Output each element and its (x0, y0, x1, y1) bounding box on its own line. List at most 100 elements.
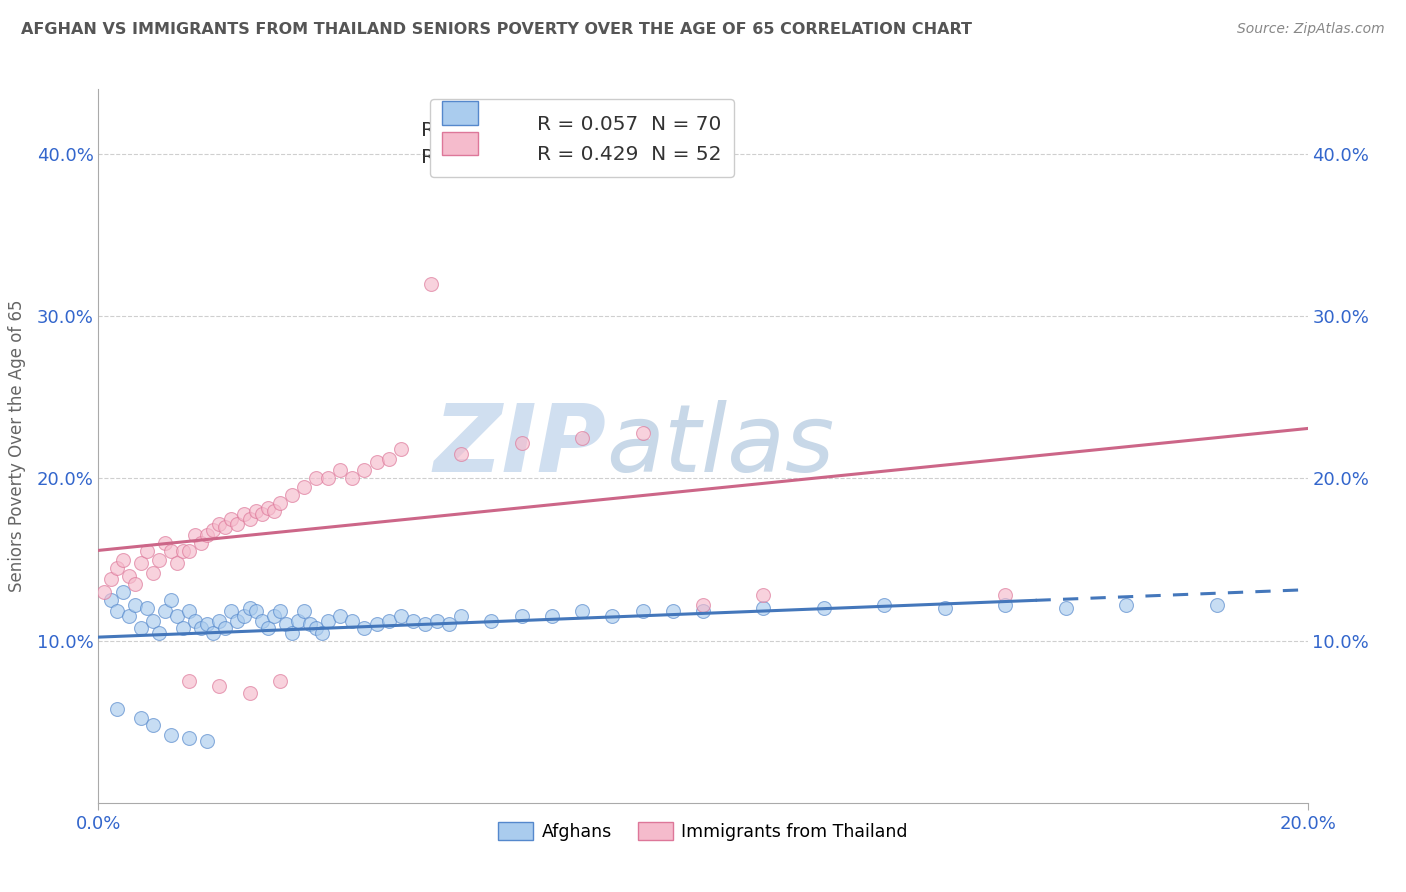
Point (316, 471, 339, 485)
Point (124, 598, 146, 612)
Point (873, 598, 896, 612)
Point (437, 617, 460, 632)
Point (172, 544, 194, 558)
Point (221, 512, 243, 526)
Point (752, 601, 775, 615)
Text: 0.429: 0.429 (467, 148, 530, 168)
Point (179, 674, 201, 689)
Point (813, 601, 835, 615)
Text: 0.057: 0.057 (467, 121, 530, 140)
Point (1206, 598, 1229, 612)
Point (402, 614, 425, 628)
Point (184, 614, 207, 628)
Point (111, 552, 134, 566)
Point (994, 598, 1017, 612)
Point (269, 496, 291, 510)
Text: R =: R = (422, 121, 465, 140)
Point (389, 609, 412, 624)
Point (269, 604, 291, 618)
Point (208, 516, 231, 531)
Point (426, 614, 449, 628)
Point (105, 560, 128, 574)
Text: 70: 70 (569, 121, 596, 140)
Point (389, 442, 412, 457)
Point (450, 447, 472, 461)
Text: N =: N = (520, 148, 578, 168)
Point (142, 718, 165, 732)
Point (195, 617, 218, 632)
Point (510, 435, 533, 450)
Point (1054, 601, 1077, 615)
Y-axis label: Seniors Poverty Over the Age of 65: Seniors Poverty Over the Age of 65 (7, 300, 25, 592)
Point (377, 452, 399, 467)
Point (202, 524, 225, 538)
Point (160, 593, 183, 607)
Point (195, 734, 218, 748)
Point (292, 604, 315, 618)
Point (160, 544, 183, 558)
Point (316, 614, 339, 628)
Point (481, 614, 503, 628)
Point (93, 585, 115, 599)
Point (631, 425, 654, 440)
Point (232, 507, 254, 521)
Point (148, 625, 170, 640)
Point (208, 614, 231, 628)
Point (287, 614, 309, 628)
Point (377, 614, 399, 628)
Text: Source: ZipAtlas.com: Source: ZipAtlas.com (1237, 22, 1385, 37)
Point (571, 431, 593, 445)
Point (100, 593, 122, 607)
Point (342, 614, 364, 628)
Point (129, 711, 152, 725)
Point (250, 507, 273, 521)
Point (602, 609, 624, 624)
Point (934, 601, 956, 615)
Point (129, 556, 152, 570)
Point (184, 528, 207, 542)
Point (281, 625, 304, 640)
Point (118, 568, 141, 582)
Point (226, 614, 249, 628)
Point (305, 471, 328, 485)
Point (239, 512, 262, 526)
Point (571, 604, 593, 618)
Point (245, 504, 267, 518)
Point (129, 621, 152, 635)
Point (329, 609, 352, 624)
Point (661, 604, 683, 618)
Text: ZIP: ZIP (433, 400, 606, 492)
Point (292, 479, 315, 493)
Point (190, 536, 212, 550)
Point (105, 604, 128, 618)
Point (118, 609, 141, 624)
Point (142, 566, 165, 580)
Point (420, 277, 443, 291)
Point (540, 609, 562, 624)
Point (239, 685, 262, 699)
Point (510, 609, 533, 624)
Text: N =: N = (520, 121, 578, 140)
Point (142, 614, 165, 628)
Text: atlas: atlas (606, 401, 835, 491)
Point (329, 463, 352, 477)
Point (250, 614, 273, 628)
Point (153, 536, 176, 550)
Point (124, 577, 146, 591)
Point (208, 679, 231, 693)
Point (153, 604, 176, 618)
Point (299, 617, 322, 632)
Point (353, 463, 375, 477)
Point (631, 604, 654, 618)
Point (202, 625, 225, 640)
Point (105, 702, 128, 716)
Point (274, 617, 297, 632)
Point (1115, 598, 1137, 612)
Point (342, 471, 364, 485)
Point (245, 604, 267, 618)
Legend:         R = 0.057  N = 70,         R = 0.429  N = 52: R = 0.057 N = 70, R = 0.429 N = 52 (430, 99, 734, 177)
Point (179, 604, 201, 618)
Point (994, 588, 1017, 602)
Point (366, 617, 388, 632)
Point (160, 728, 183, 742)
